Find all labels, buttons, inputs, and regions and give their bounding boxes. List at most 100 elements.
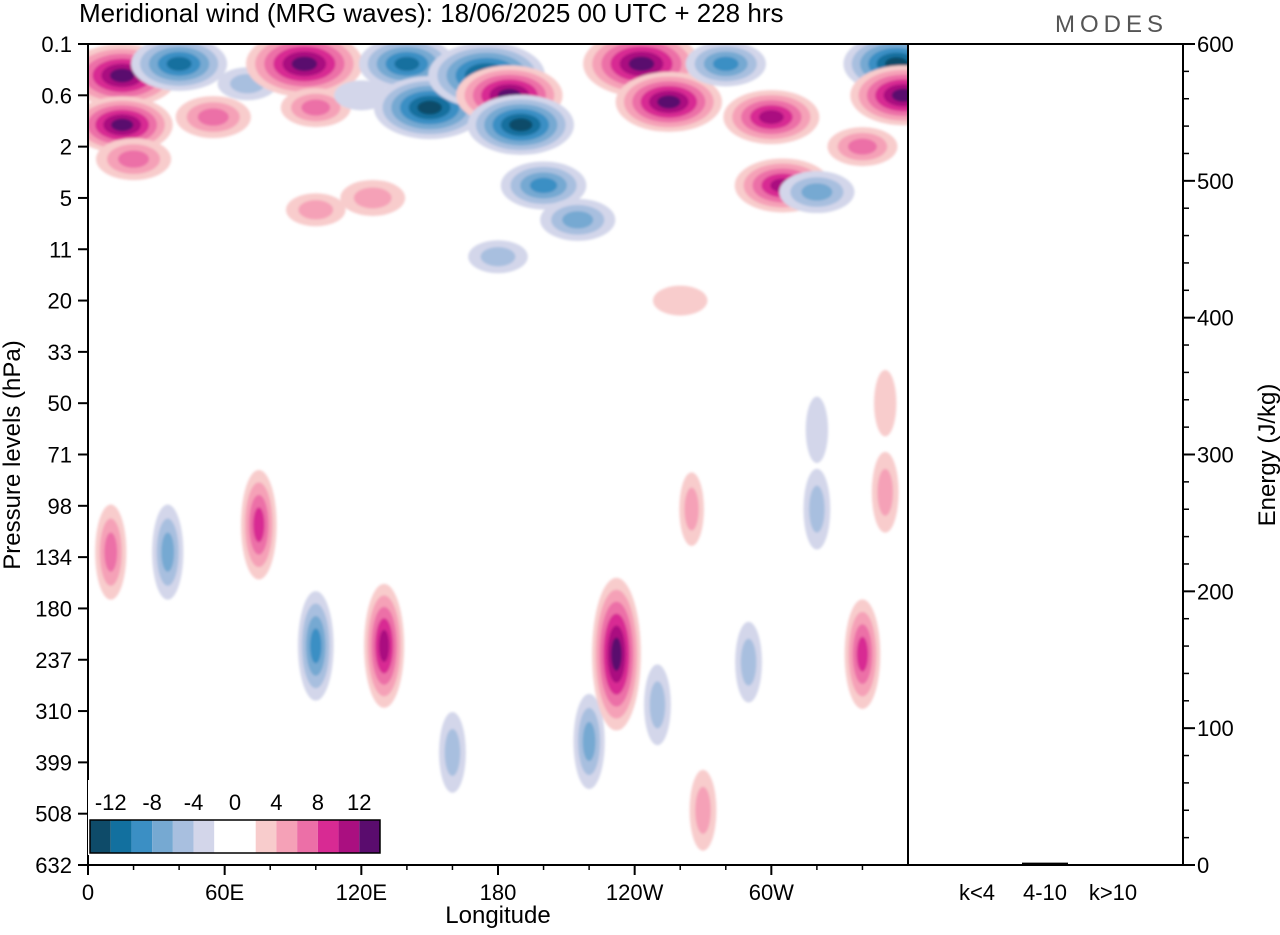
pressure-tick-label: 71: [48, 443, 72, 468]
wind-cell: [95, 138, 172, 181]
wind-cell: [615, 71, 723, 132]
colorbar-swatch: [297, 820, 318, 853]
colorbar-swatch: [276, 820, 298, 853]
energy-bar: [1090, 864, 1136, 866]
wind-cell: [439, 712, 466, 793]
wind-cell: [874, 369, 897, 437]
wind-cell: [583, 44, 700, 97]
pressure-tick-label: 0.1: [41, 32, 72, 57]
colorbar-label: 4: [270, 790, 282, 815]
wind-cell: [468, 240, 528, 274]
wind-cell: [500, 161, 587, 210]
energy-tick-label: 100: [1197, 716, 1234, 741]
longitude-tick-label: 60W: [749, 880, 794, 905]
wind-cell: [592, 577, 641, 731]
wind-cell: [241, 469, 277, 580]
colorbar-swatch: [172, 820, 194, 853]
pressure-tick-label: 632: [35, 853, 72, 878]
wind-cell: [467, 94, 574, 155]
colorbar-swatch: [359, 820, 380, 853]
colorbar-swatch: [131, 820, 153, 853]
pressure-tick-label: 237: [35, 648, 72, 673]
energy-axis: 0 100 200 300 400 500 600: [1183, 32, 1234, 878]
longitude-tick-label: 60E: [205, 880, 244, 905]
energy-axis-label: Energy (J/kg): [1254, 384, 1280, 527]
energy-tick-label: 0: [1197, 853, 1209, 878]
colorbar-label: 8: [312, 790, 324, 815]
energy-tick-label: 500: [1197, 169, 1234, 194]
wind-cell: [285, 193, 346, 227]
wind-cell: [685, 44, 766, 87]
longitude-axis: 0 60E 120E 180 120W 60W: [82, 865, 864, 905]
wind-cell: [152, 504, 184, 600]
energy-tick-label: 300: [1197, 443, 1234, 468]
pressure-tick-label: 50: [48, 391, 72, 416]
energy-category-label: k>10: [1089, 880, 1137, 905]
wind-cell: [297, 591, 334, 701]
pressure-tick-label: 33: [48, 340, 72, 365]
wind-cell: [803, 468, 831, 550]
colorbar-swatch: [110, 820, 132, 853]
wind-cell: [644, 664, 671, 746]
pressure-tick-label: 399: [35, 750, 72, 775]
colorbar-label: 0: [229, 790, 241, 815]
pressure-tick-label: 2: [60, 135, 72, 160]
colorbar-swatch: [255, 820, 277, 853]
pressure-tick-label: 0.6: [41, 83, 72, 108]
longitude-tick-label: 180: [480, 880, 517, 905]
longitude-tick-label: 0: [82, 880, 94, 905]
wind-cell: [735, 621, 762, 703]
wind-cell: [280, 88, 351, 128]
colorbar-label: -4: [184, 790, 204, 815]
energy-bar: [1022, 862, 1068, 865]
pressure-tick-label: 11: [49, 237, 72, 262]
energy-category-label: 4-10: [1023, 880, 1067, 905]
colorbar-swatch: [235, 820, 256, 853]
pressure-tick-label: 5: [60, 186, 72, 211]
wind-cell: [131, 44, 228, 91]
colorbar-swatch: [214, 820, 235, 853]
colorbar-swatch: [338, 820, 360, 853]
pressure-tick-label: 98: [48, 494, 72, 519]
pressure-tick-label: 310: [35, 699, 72, 724]
wind-cell: [871, 451, 899, 533]
wind-cell: [653, 285, 708, 316]
wind-cell: [827, 127, 898, 167]
wind-cell: [340, 179, 406, 216]
wind-cell: [540, 198, 616, 241]
wind-cell: [364, 583, 405, 708]
colorbar-label: -12: [95, 790, 127, 815]
wind-cell: [88, 96, 173, 154]
energy-tick-label: 200: [1197, 579, 1234, 604]
pressure-tick-label: 20: [48, 289, 72, 314]
colorbar: -12 -8 -4 0 4 8 12: [88, 780, 382, 855]
colorbar-label: -8: [142, 790, 162, 815]
energy-panel-frame: [907, 43, 1184, 866]
colorbar-swatch: [152, 820, 173, 853]
energy-tick-label: 400: [1197, 306, 1234, 331]
chart-title: Meridional wind (MRG waves): 18/06/2025 …: [79, 0, 784, 28]
wind-cell: [95, 504, 127, 600]
modes-logo: MODES: [1055, 11, 1168, 38]
y-axis-label: Pressure levels (hPa): [0, 340, 26, 569]
wind-cell: [246, 44, 363, 97]
wind-cell: [850, 65, 908, 126]
wind-cell: [779, 171, 855, 214]
wind-cell: [175, 96, 251, 139]
longitude-tick-label: 120W: [606, 880, 664, 905]
energy-bars: k<4 4-10 k>10: [954, 862, 1137, 905]
wind-cell: [844, 599, 881, 709]
wind-cell: [679, 472, 704, 546]
colorbar-label: 12: [347, 790, 371, 815]
energy-category-label: k<4: [959, 880, 995, 905]
pressure-tick-label: 508: [35, 802, 72, 827]
colorbar-swatch: [317, 820, 339, 853]
pressure-tick-label: 180: [35, 596, 72, 621]
longitude-tick-label: 120E: [336, 880, 387, 905]
wind-cell: [573, 693, 605, 790]
colorbar-swatch: [193, 820, 215, 853]
wind-cell: [805, 396, 829, 464]
wind-cell: [723, 90, 820, 145]
energy-tick-label: 600: [1197, 32, 1234, 57]
